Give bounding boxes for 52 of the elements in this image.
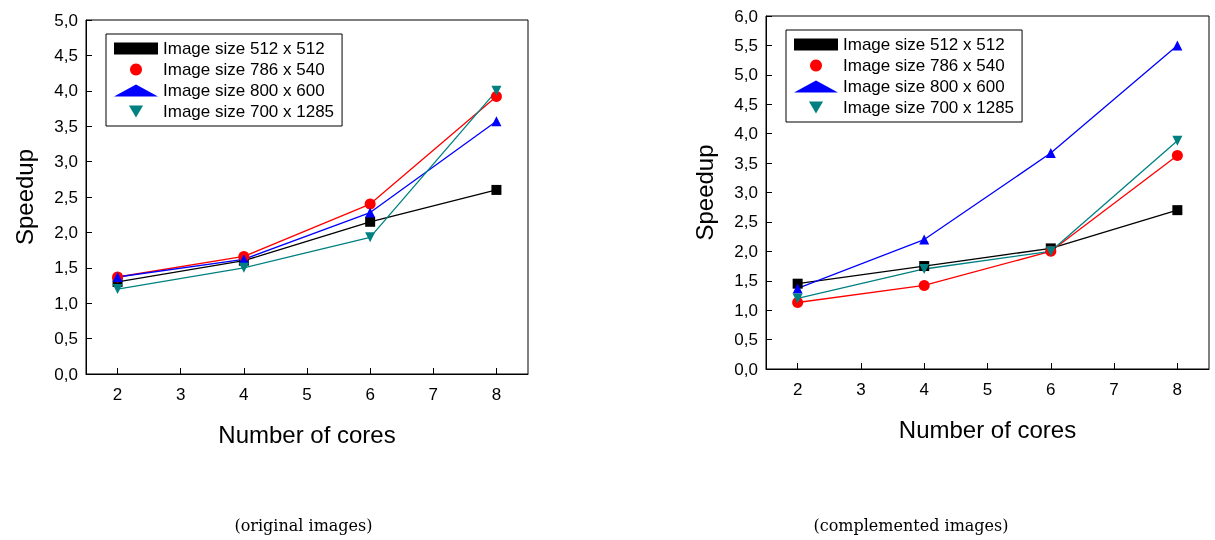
- y-tick-label: 4,5: [54, 45, 78, 65]
- x-tick-label: 2: [112, 385, 123, 404]
- legend-label: Image size 800 x 600: [163, 81, 325, 100]
- y-tick-label: 4,0: [54, 81, 78, 101]
- x-tick-label: 6: [365, 385, 375, 404]
- y-tick-label: 4,5: [734, 94, 758, 114]
- y-axis-title: Speedup: [10, 148, 38, 246]
- x-tick-label: 8: [1172, 380, 1183, 399]
- y-tick-label: 5,0: [734, 65, 758, 85]
- legend-label: Image size 512 x 512: [163, 39, 325, 58]
- x-tick-label: 7: [1109, 380, 1119, 399]
- x-tick-label: 7: [428, 385, 439, 404]
- y-tick-label: 0,0: [734, 359, 758, 379]
- legend-label: Image size 512 x 512: [843, 35, 1005, 54]
- x-axis-title: Number of cores: [218, 420, 396, 448]
- x-axis-title: Number of cores: [898, 415, 1077, 443]
- legend-label: Image size 786 x 540: [843, 56, 1005, 75]
- x-tick-label: 5: [302, 385, 312, 404]
- y-tick-label: 0,5: [54, 329, 78, 349]
- legend-label: Image size 700 x 1285: [163, 102, 335, 121]
- y-axis-title: Speedup: [690, 144, 718, 241]
- legend-label: Image size 786 x 540: [163, 60, 325, 79]
- y-tick-label: 1,5: [54, 258, 78, 278]
- y-tick-label: 2,0: [734, 241, 758, 261]
- text: (complemented images): [812, 516, 1010, 535]
- y-tick-label: 3,0: [54, 152, 78, 172]
- x-tick-label: 5: [982, 380, 993, 399]
- legend-label: Image size 700 x 1285: [843, 98, 1015, 117]
- y-tick-label: 2,5: [734, 212, 758, 232]
- y-tick-label: 1,0: [734, 300, 758, 320]
- y-tick-label: 2,5: [54, 187, 78, 207]
- x-tick-label: 4: [919, 380, 929, 399]
- y-tick-label: 1,0: [54, 293, 78, 313]
- y-tick-label: 5,5: [734, 35, 758, 55]
- x-tick-label: 4: [239, 385, 249, 404]
- y-tick-label: 4,0: [734, 124, 758, 144]
- y-tick-label: 0,0: [54, 364, 78, 384]
- y-tick-label: 6,0: [734, 6, 758, 26]
- legend-label: Image size 800 x 600: [843, 77, 1005, 96]
- x-tick-label: 3: [856, 380, 866, 399]
- y-tick-label: 1,5: [734, 271, 758, 291]
- y-tick-label: 3,0: [734, 183, 758, 202]
- y-tick-label: 0,5: [734, 330, 758, 350]
- y-tick-label: 5,0: [54, 10, 78, 30]
- y-tick-label: 2,0: [54, 222, 78, 242]
- x-tick-label: 8: [491, 385, 502, 404]
- x-tick-label: 3: [175, 385, 186, 404]
- x-tick-label: 6: [1046, 380, 1056, 399]
- y-tick-label: 3,5: [54, 116, 78, 136]
- x-tick-label: 2: [792, 380, 803, 399]
- y-tick-label: 3,5: [734, 153, 758, 173]
- text: (original images): [233, 516, 374, 535]
